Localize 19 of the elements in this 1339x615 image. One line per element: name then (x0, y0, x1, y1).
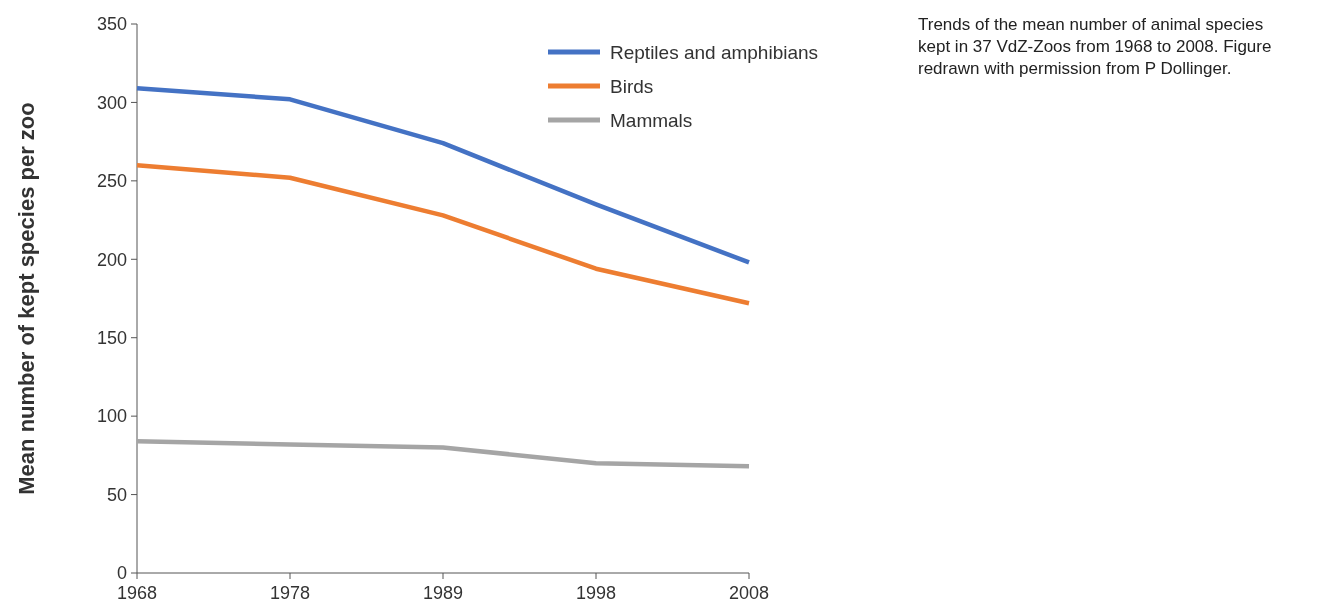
legend-label: Birds (610, 75, 654, 97)
legend-label: Reptiles and amphibians (610, 41, 819, 63)
y-tick-label: 0 (116, 563, 127, 584)
x-tick-label: 2008 (728, 583, 770, 603)
x-tick-label: 1978 (269, 583, 311, 603)
y-axis-title: Mean number of kept species per zoo (14, 102, 39, 495)
y-tick-label: 100 (96, 406, 127, 427)
line-series (134, 162, 752, 306)
text: Trends of the mean number of animal species kept in 37 VdZ-Zoos from 1968 to 2008. Figure redrawn with permission from P Dollinger. (918, 15, 1272, 78)
y-tick-label: 350 (96, 14, 127, 35)
y-tick-label: 250 (96, 171, 127, 192)
y-tick-label: 200 (96, 249, 127, 270)
y-tick-label: 150 (96, 328, 127, 349)
y-tick-label: 50 (106, 484, 127, 505)
x-tick-label: 1989 (422, 583, 464, 603)
x-tick-label: 1998 (575, 583, 617, 603)
legend-label: Mammals (610, 109, 693, 131)
y-tick-label: 300 (96, 92, 127, 113)
x-tick-label: 1968 (116, 583, 158, 603)
